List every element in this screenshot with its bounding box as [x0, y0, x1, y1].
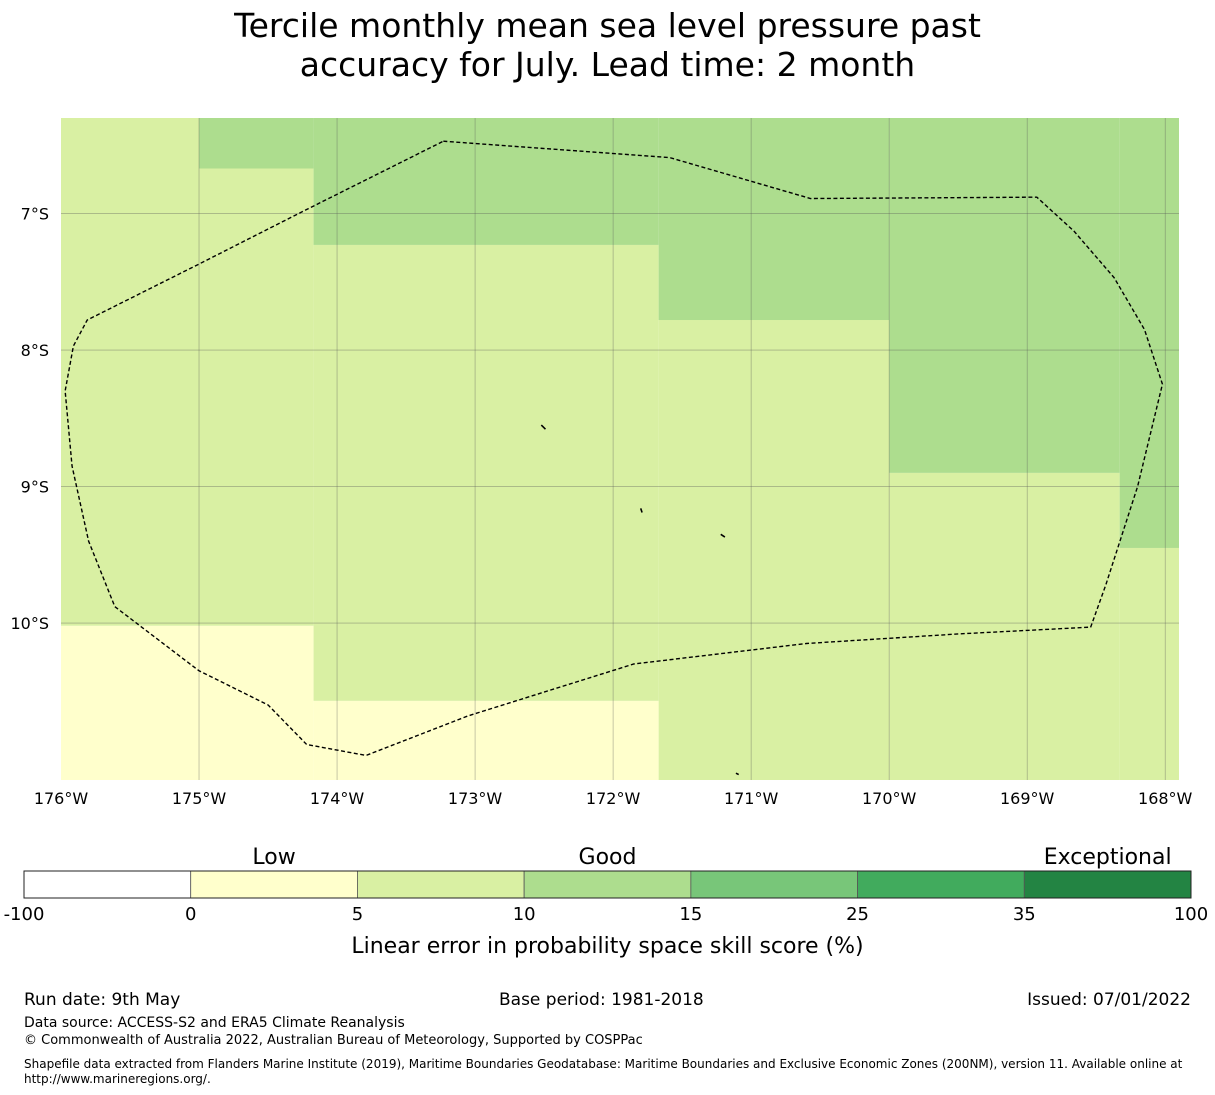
legend-bin-6 — [1023, 870, 1192, 899]
skill-cell-7 — [313, 118, 659, 245]
colorbar-label: Linear error in probability space skill … — [351, 934, 863, 959]
skill-cell-12 — [1119, 547, 1179, 780]
title-line-2: accuracy for July. Lead time: 2 month — [299, 45, 916, 84]
legend-tick-label: 0 — [185, 904, 196, 925]
base-period: Base period: 1981-2018 — [499, 990, 704, 1010]
skill-cell-8 — [658, 320, 890, 780]
skill-cell-6 — [313, 244, 659, 701]
colorbar-legend: Low Good Exceptional -100 0 5 10 15 25 35 100 Lin… — [4, 845, 1209, 959]
skill-cell-9 — [658, 118, 890, 321]
legend-category-label: Good — [579, 845, 637, 870]
legend-bins — [23, 870, 1192, 899]
lat-tick-label: 9°S — [21, 478, 49, 497]
lon-tick-label: 168°W — [1138, 789, 1193, 808]
colorbar-outline — [23, 870, 1192, 899]
legend-tick-labels: -100 0 5 10 15 25 35 100 — [4, 904, 1209, 925]
lat-tick-label: 7°S — [21, 205, 49, 224]
title-line-1: Tercile monthly mean sea level pressure … — [234, 6, 981, 45]
eez-boundary — [64, 140, 1164, 757]
lon-tick-label: 175°W — [172, 789, 227, 808]
legend-tick-label: 35 — [1013, 904, 1036, 925]
legend-tick-label: 10 — [513, 904, 536, 925]
lon-tick-label: 169°W — [1000, 789, 1055, 808]
longitude-tick-labels: 176°W 175°W 174°W 173°W 172°W 171°W 170°W 169°W… — [34, 789, 1193, 808]
legend-tick-label: 5 — [352, 904, 363, 925]
legend-tick-label: -100 — [4, 904, 45, 925]
legend-category-label: Exceptional — [1044, 845, 1172, 870]
lon-tick-label: 172°W — [586, 789, 641, 808]
lon-tick-label: 173°W — [448, 789, 503, 808]
legend-tick-label: 15 — [679, 904, 702, 925]
island-0 — [540, 424, 547, 430]
legend-categories: Low Good Exceptional — [252, 845, 1171, 870]
island-2 — [720, 533, 726, 538]
skill-cell-13 — [1119, 118, 1179, 548]
lon-tick-label: 176°W — [34, 789, 89, 808]
skill-cell-1 — [61, 118, 200, 626]
island-1 — [639, 508, 643, 513]
legend-tick-label: 25 — [846, 904, 869, 925]
island-3 — [735, 772, 740, 776]
legend-bin-4 — [690, 870, 858, 899]
lon-tick-label: 174°W — [310, 789, 365, 808]
legend-bin-3 — [523, 870, 692, 899]
legend-tick-label: 100 — [1174, 904, 1208, 925]
skill-cell-10 — [889, 472, 1120, 780]
legend-category-label: Low — [252, 845, 295, 870]
latitude-tick-labels: 7°S 8°S 9°S 10°S — [10, 205, 49, 633]
legend-bin-2 — [357, 870, 525, 899]
page-title: Tercile monthly mean sea level pressure … — [0, 6, 1215, 84]
skill-grid — [61, 118, 1179, 780]
skill-cell-3 — [199, 168, 314, 626]
data-source: Data source: ACCESS-S2 and ERA5 Climate … — [24, 1015, 405, 1031]
skill-cell-11 — [889, 118, 1120, 473]
lon-tick-label: 171°W — [724, 789, 779, 808]
skill-cell-0 — [61, 625, 200, 780]
skill-cell-5 — [313, 700, 659, 780]
lat-tick-label: 10°S — [10, 614, 49, 633]
shapefile-credit: Shapefile data extracted from Flanders M… — [24, 1057, 1183, 1086]
lon-tick-label: 170°W — [862, 789, 917, 808]
run-date: Run date: 9th May — [24, 990, 181, 1010]
eez-boundary-layer — [64, 140, 1164, 757]
issued-date: Issued: 07/01/2022 — [1027, 990, 1191, 1010]
lat-tick-label: 8°S — [21, 341, 49, 360]
legend-bin-0 — [23, 870, 192, 899]
legend-bin-1 — [190, 870, 358, 899]
map-figure: 176°W 175°W 174°W 173°W 172°W 171°W 170°W 169°W… — [4, 118, 1209, 959]
legend-bin-5 — [857, 870, 1025, 899]
graticule — [61, 118, 1179, 780]
copyright-notice: © Commonwealth of Australia 2022, Austra… — [24, 1033, 643, 1048]
skill-cell-4 — [199, 118, 314, 169]
skill-cell-2 — [199, 625, 314, 780]
islands — [540, 424, 740, 776]
